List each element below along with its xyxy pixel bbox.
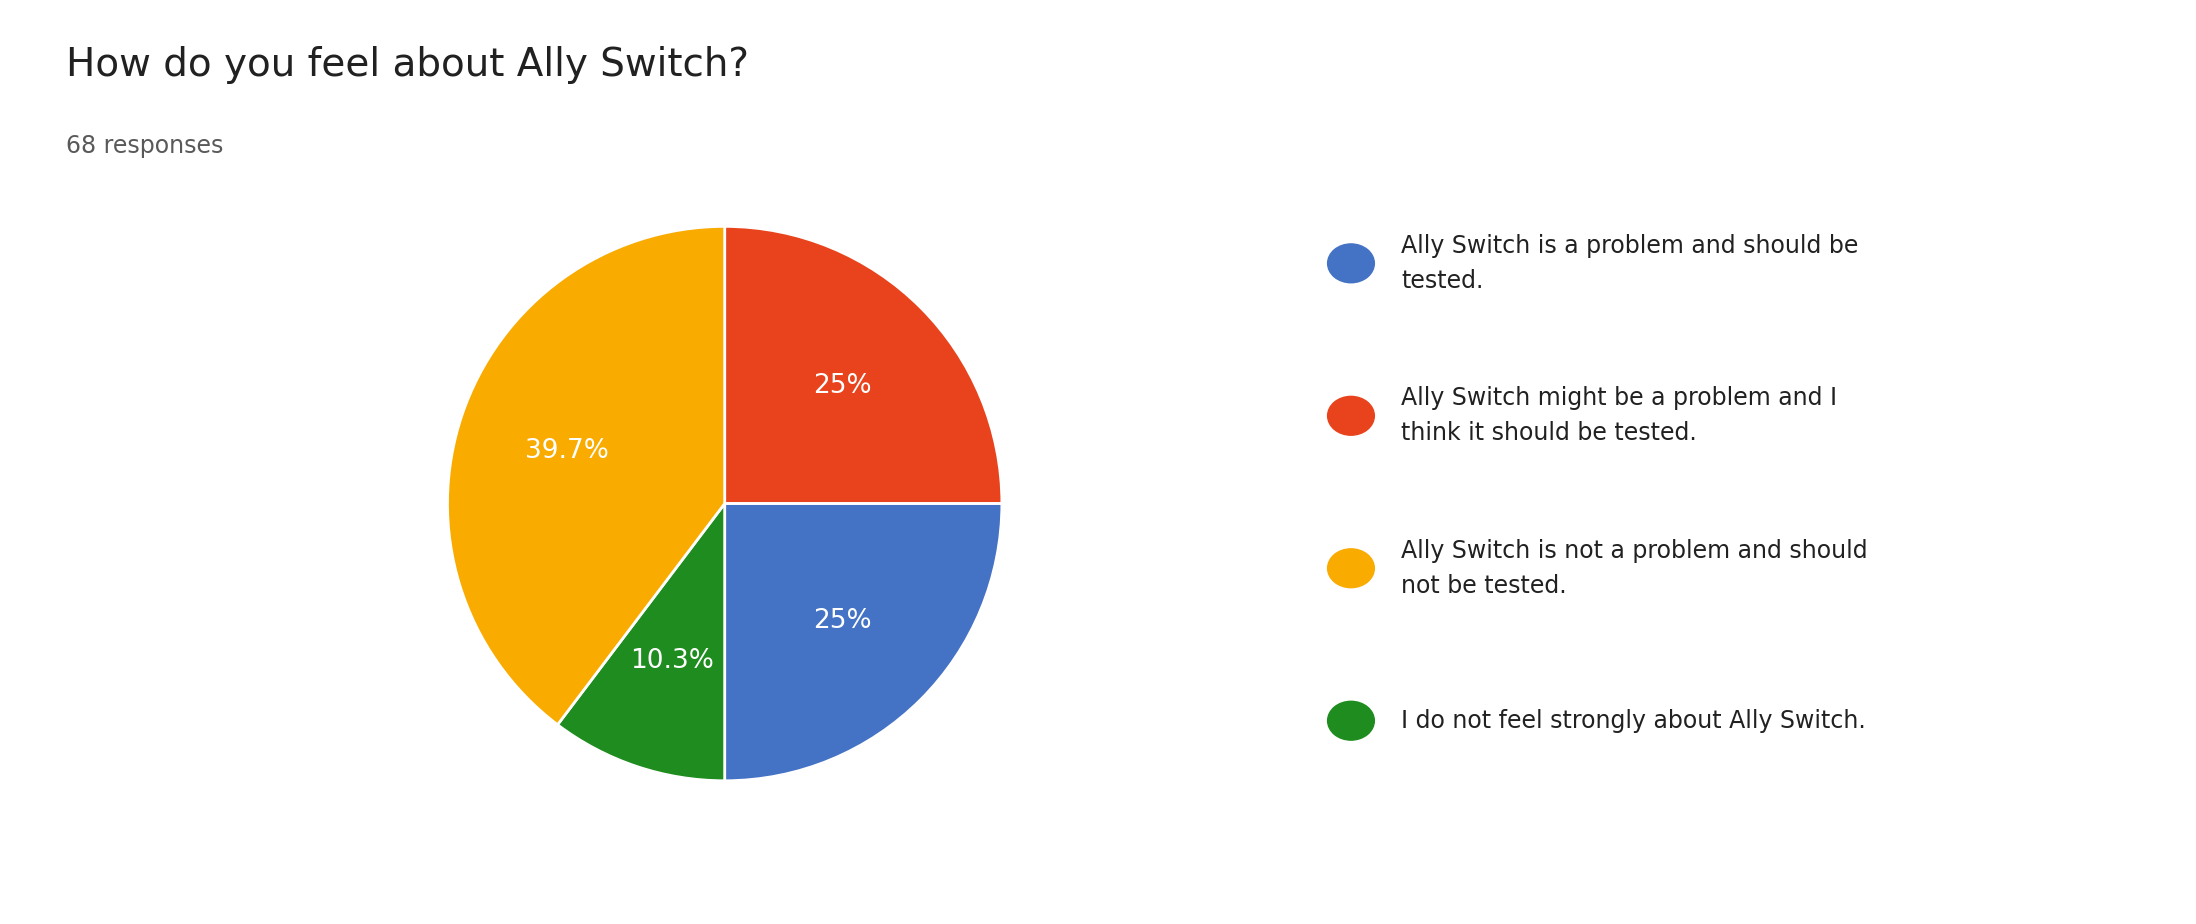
- Text: 25%: 25%: [813, 608, 872, 634]
- Text: 25%: 25%: [813, 373, 872, 399]
- Circle shape: [1329, 549, 1375, 588]
- Circle shape: [1329, 701, 1375, 740]
- Circle shape: [1329, 244, 1375, 283]
- Circle shape: [1329, 396, 1375, 435]
- Wedge shape: [725, 504, 1001, 781]
- Text: Ally Switch might be a problem and I
think it should be tested.: Ally Switch might be a problem and I thi…: [1401, 386, 1838, 445]
- Text: 10.3%: 10.3%: [630, 649, 714, 675]
- Text: Ally Switch is a problem and should be
tested.: Ally Switch is a problem and should be t…: [1401, 234, 1858, 293]
- Text: 39.7%: 39.7%: [525, 438, 608, 464]
- Text: How do you feel about Ally Switch?: How do you feel about Ally Switch?: [66, 46, 749, 84]
- Text: Ally Switch is not a problem and should
not be tested.: Ally Switch is not a problem and should …: [1401, 539, 1867, 598]
- Text: I do not feel strongly about Ally Switch.: I do not feel strongly about Ally Switch…: [1401, 709, 1867, 733]
- Wedge shape: [725, 226, 1001, 504]
- Text: 68 responses: 68 responses: [66, 134, 224, 158]
- Wedge shape: [448, 226, 725, 724]
- Wedge shape: [558, 504, 725, 781]
